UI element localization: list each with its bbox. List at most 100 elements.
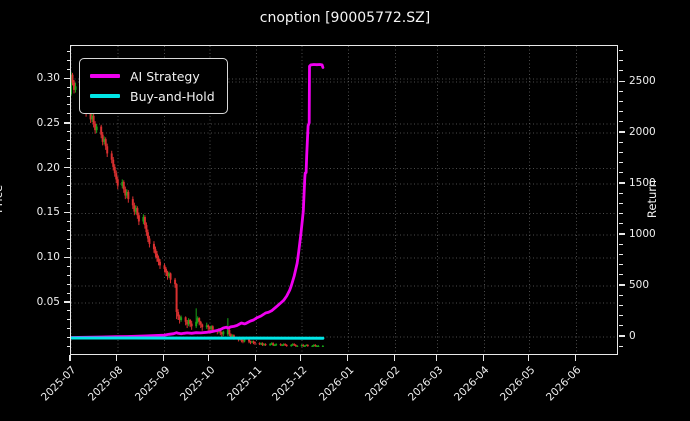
candle-body [101,134,104,142]
price-major-tick [64,301,70,303]
price-minor-tick [66,229,70,231]
candle-body [205,325,208,328]
candle-body [231,335,234,337]
candle-body [112,159,115,167]
return-major-tick [619,335,625,337]
price-minor-tick [66,346,70,348]
candle-body [312,345,315,347]
return-tick-label: 0 [629,329,636,342]
date-major-tick [393,355,395,361]
candle-body [300,345,303,347]
return-minor-tick [619,294,623,296]
candle-body [104,139,107,147]
candle-body [100,126,103,135]
candle-body [317,345,320,347]
legend-label: Buy-and-Hold [130,88,215,104]
return-tick-label: 1000 [629,227,656,240]
candle-body [174,279,177,285]
ai-strategy-line-swatch [90,74,120,78]
candle-body [281,345,284,347]
return-minor-tick [619,151,623,153]
return-tick-label: 1500 [629,176,656,189]
candle-body [272,343,275,346]
candle-body [252,341,255,343]
price-minor-tick [66,283,70,285]
candle-body [71,74,74,83]
candle-body [291,344,294,346]
date-major-tick [574,355,576,361]
price-minor-tick [66,265,70,267]
return-minor-tick [619,274,623,276]
price-minor-tick [66,50,70,52]
legend-item-buy-and-hold: Buy-and-Hold [90,86,215,106]
candle-body [258,343,261,345]
candle-body [198,318,201,322]
legend: AI Strategy Buy-and-Hold [79,58,228,114]
candle-body [165,268,168,273]
candle-body [201,324,204,328]
return-minor-tick [619,213,623,215]
date-tick-label: 2025-07 [38,364,79,404]
date-major-tick [116,355,118,361]
ai-strategy-line [71,63,325,339]
candle-body [127,191,130,200]
candle-body [196,318,199,322]
candle-body [303,345,306,347]
candle-body [232,335,235,338]
candle-body [175,284,178,312]
price-minor-tick [66,68,70,70]
price-minor-tick [66,131,70,133]
candle-body [222,331,225,335]
candle-body [177,311,180,317]
candle-body [306,345,309,347]
price-minor-tick [66,292,70,294]
return-minor-tick [619,141,623,143]
candle-body [189,319,192,324]
price-minor-tick [66,202,70,204]
candle-body [296,345,299,347]
candle-body [285,345,288,347]
candle-body [143,217,146,226]
price-minor-tick [66,86,70,88]
candle-body [122,182,125,190]
return-major-tick [619,284,625,286]
return-major-tick [619,233,625,235]
candle-body [208,327,211,329]
date-major-tick [208,355,210,361]
return-minor-tick [619,172,623,174]
legend-label: AI Strategy [130,68,200,84]
candle-body [106,146,109,154]
price-minor-tick [66,104,70,106]
date-major-tick [69,355,71,361]
candle-body [180,317,183,320]
candle-body [166,272,169,277]
candle-body [273,345,276,347]
price-minor-tick [66,337,70,339]
candle-body [294,345,297,347]
candle-body [211,326,214,330]
plot-area: AI Strategy Buy-and-Hold [70,45,618,355]
candle-body [321,345,324,347]
date-tick-label: 2026-06 [544,364,584,404]
return-major-tick [619,80,625,82]
candle-body [241,340,244,342]
return-minor-tick [619,121,623,123]
candle-body [155,253,158,259]
candle-body [229,334,232,337]
price-tick-label: 0.10 [36,251,60,264]
price-minor-tick [66,274,70,276]
candle-body [249,341,252,343]
candle-body [226,329,229,335]
price-minor-tick [66,194,70,196]
candle-body [73,82,76,90]
chart-canvas [71,46,617,354]
return-minor-tick [619,162,623,164]
price-minor-tick [66,176,70,178]
candle-body [95,126,98,131]
chart-title: cnoption [90005772.SZ] [259,10,431,26]
price-tick-label: 0.05 [36,295,60,308]
return-tick-label: 2000 [629,125,656,138]
candle-body [284,344,287,346]
price-major-tick [64,122,70,124]
